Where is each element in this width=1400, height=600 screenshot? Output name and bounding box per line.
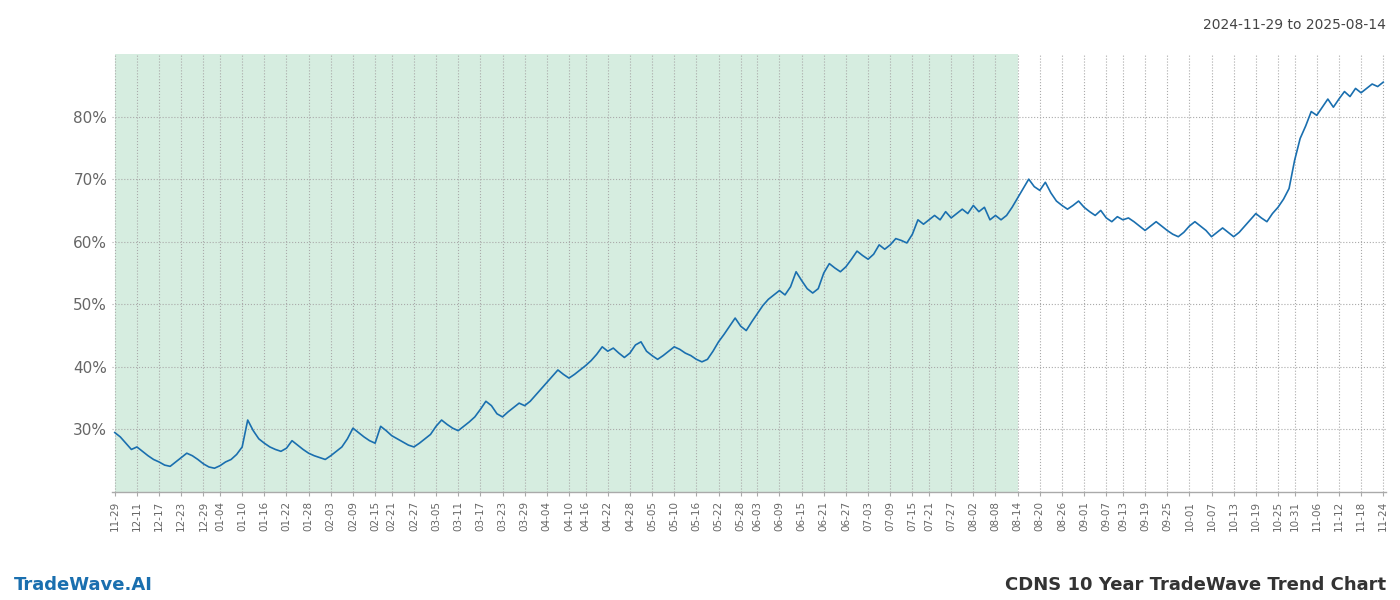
Text: TradeWave.AI: TradeWave.AI [14,576,153,594]
Bar [115,54,1018,492]
Text: CDNS 10 Year TradeWave Trend Chart: CDNS 10 Year TradeWave Trend Chart [1005,576,1386,594]
Text: 2024-11-29 to 2025-08-14: 2024-11-29 to 2025-08-14 [1203,18,1386,32]
